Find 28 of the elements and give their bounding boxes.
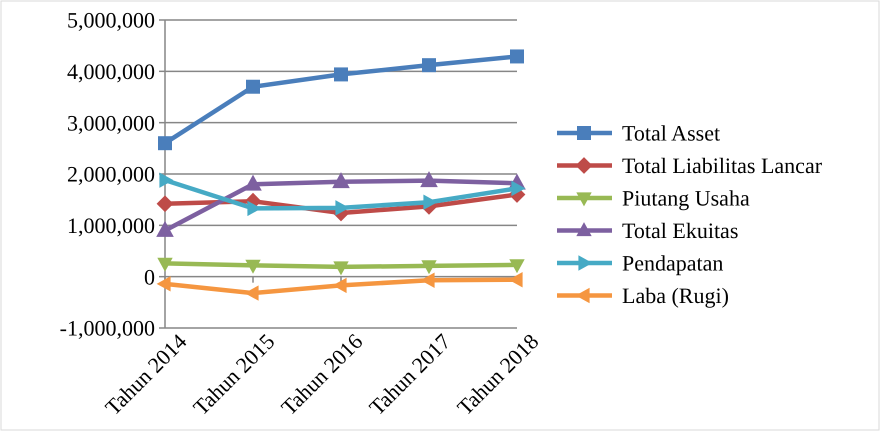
- point: [509, 259, 525, 274]
- legend-label: Total Ekuitas: [622, 218, 738, 244]
- legend-label: Total Liabilitas Lancar: [622, 153, 823, 178]
- point: [245, 260, 261, 274]
- legend-label: Pendapatan: [622, 250, 724, 276]
- y-tick-label: 4,000,000: [67, 59, 155, 84]
- point: [511, 180, 526, 196]
- y-tick-label: 2,000,000: [67, 162, 155, 187]
- point: [156, 276, 171, 292]
- point: [334, 67, 348, 82]
- point: [332, 172, 350, 188]
- point: [159, 172, 174, 188]
- point: [157, 258, 173, 272]
- point: [422, 58, 436, 72]
- point: [421, 260, 437, 274]
- point: [333, 261, 349, 276]
- point: [420, 171, 438, 188]
- legend-label: Laba (Rugi): [622, 283, 729, 308]
- legend-label: Total Asset: [622, 120, 720, 146]
- y-tick-label: 0: [144, 264, 155, 290]
- y-tick-label: 5,000,000: [67, 8, 155, 33]
- legend-label: Piutang Usaha: [622, 186, 750, 211]
- point: [510, 49, 524, 64]
- point: [156, 195, 174, 212]
- y-tick-label: 3,000,000: [67, 110, 155, 136]
- point: [158, 136, 172, 150]
- point: [246, 80, 260, 94]
- y-tick-label: 1,000,000: [67, 213, 155, 238]
